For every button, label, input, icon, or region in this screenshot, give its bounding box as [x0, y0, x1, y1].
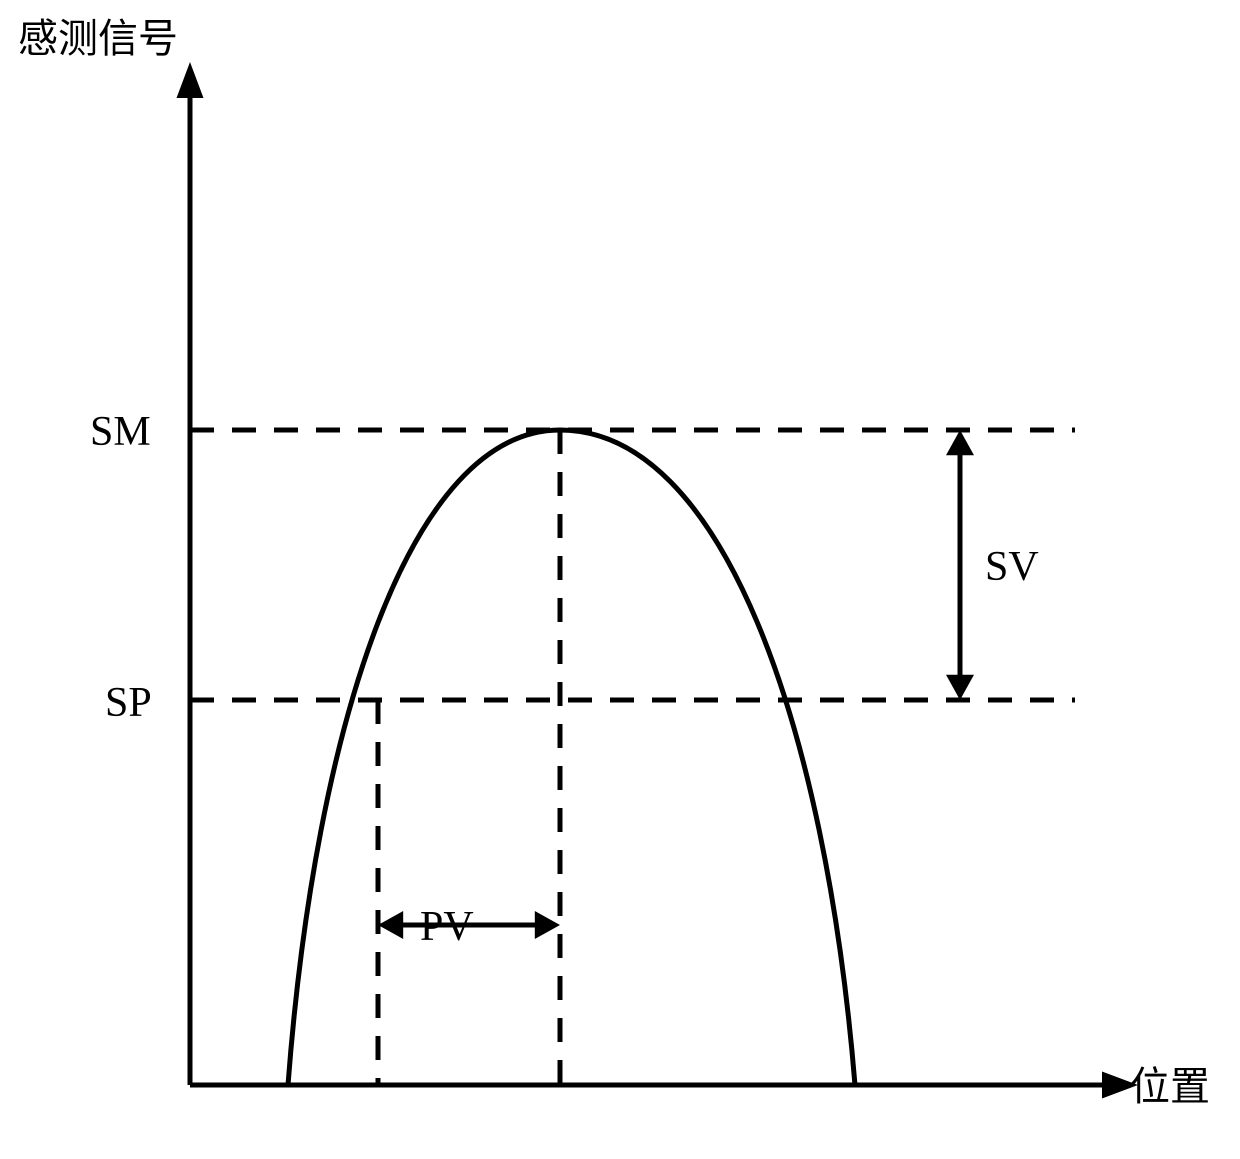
signal-curve — [288, 430, 855, 1085]
diagram-svg: 感测信号位置 SM SP SV PV — [0, 0, 1240, 1159]
sp-label: SP — [105, 680, 152, 726]
y-axis-arrow-icon — [177, 62, 204, 98]
pv-arrow-left-icon — [378, 911, 403, 939]
pv-label: PV — [420, 904, 474, 950]
sv-arrow-down-icon — [946, 675, 974, 700]
sv-label: SV — [985, 544, 1039, 590]
x-axis-label: 位置 — [1130, 1064, 1210, 1109]
sm-label: SM — [90, 409, 151, 455]
diagram-container: 感测信号位置 SM SP SV PV — [0, 0, 1240, 1159]
pv-arrow-right-icon — [535, 911, 560, 939]
sv-arrow-up-icon — [946, 430, 974, 455]
y-axis-label: 感测信号 — [18, 16, 178, 61]
